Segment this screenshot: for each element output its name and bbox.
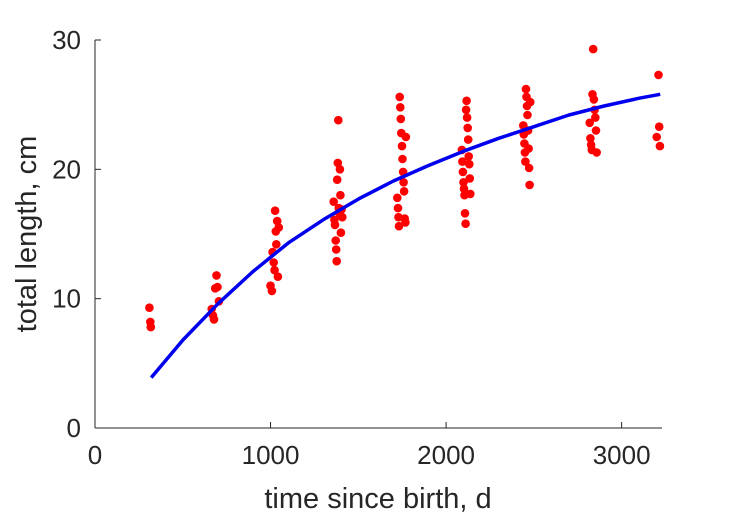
data-point (399, 187, 409, 196)
data-point (401, 218, 410, 227)
data-point (213, 282, 222, 292)
data-point (465, 174, 475, 183)
data-point (459, 184, 469, 193)
data-point (463, 135, 473, 144)
x-axis-label: time since birth, d (264, 483, 491, 515)
data-point (462, 113, 472, 122)
data-point (397, 141, 407, 151)
data-point (336, 228, 346, 237)
data-point (329, 197, 339, 206)
data-point (521, 157, 530, 166)
data-point (269, 258, 279, 267)
data-point (588, 44, 598, 54)
data-point (401, 132, 411, 142)
data-point (272, 240, 281, 249)
data-point (332, 256, 342, 266)
data-point (592, 148, 601, 157)
y-tick-label: 30 (52, 25, 81, 55)
data-point (654, 122, 664, 131)
data-point (524, 144, 533, 153)
data-point (458, 157, 467, 166)
y-axis-label: total length, cm (11, 136, 43, 333)
data-point (334, 115, 343, 125)
x-tick-label: 3000 (593, 440, 651, 470)
data-point (591, 126, 601, 135)
data-point (591, 113, 600, 122)
data-point (273, 272, 283, 282)
data-point (589, 95, 599, 104)
data-point (464, 152, 474, 161)
fitted-growth-curve (149, 92, 661, 379)
data-point (461, 105, 471, 115)
x-tick-label: 2000 (417, 440, 475, 470)
x-ticks: 0 1000 2000 3000 (88, 422, 651, 470)
data-point (331, 245, 341, 254)
data-point (466, 189, 475, 199)
data-point (267, 286, 277, 296)
data-point (331, 236, 341, 245)
data-point (396, 103, 405, 112)
data-point (274, 223, 284, 232)
data-point (395, 92, 405, 102)
data-point (396, 114, 406, 124)
y-ticks: 0 10 20 30 (52, 25, 101, 443)
data-point (458, 167, 468, 177)
data-point (209, 315, 219, 324)
data-point (332, 175, 342, 184)
data-point (655, 141, 665, 151)
x-tick-label: 0 (88, 440, 102, 470)
data-point (586, 134, 595, 143)
data-point (652, 132, 661, 142)
data-point (465, 159, 474, 169)
data-point (463, 123, 473, 133)
y-tick-label: 10 (52, 284, 81, 314)
data-point (654, 70, 663, 80)
data-point (521, 84, 531, 94)
y-tick-label: 20 (52, 154, 81, 184)
data-point (146, 322, 156, 332)
data-point (461, 219, 470, 228)
y-tick-label: 0 (67, 413, 81, 443)
plot-area (145, 44, 665, 379)
data-point (335, 165, 345, 174)
data-point (145, 303, 154, 313)
data-point (330, 220, 340, 230)
data-point (525, 97, 535, 107)
data-point (338, 212, 347, 222)
data-point (524, 163, 534, 173)
data-point (462, 96, 471, 106)
data-point (270, 206, 280, 215)
data-point (393, 193, 402, 203)
x-tick-label: 1000 (242, 440, 300, 470)
data-point (336, 190, 345, 200)
data-point (270, 265, 279, 275)
data-point (460, 209, 470, 218)
data-point (525, 180, 534, 190)
data-point (212, 271, 221, 280)
data-point (585, 118, 594, 128)
data-point (394, 221, 404, 231)
data-point (399, 178, 408, 187)
data-point (523, 110, 532, 120)
data-point (459, 178, 468, 187)
data-point (398, 154, 407, 164)
data-point (393, 203, 403, 213)
